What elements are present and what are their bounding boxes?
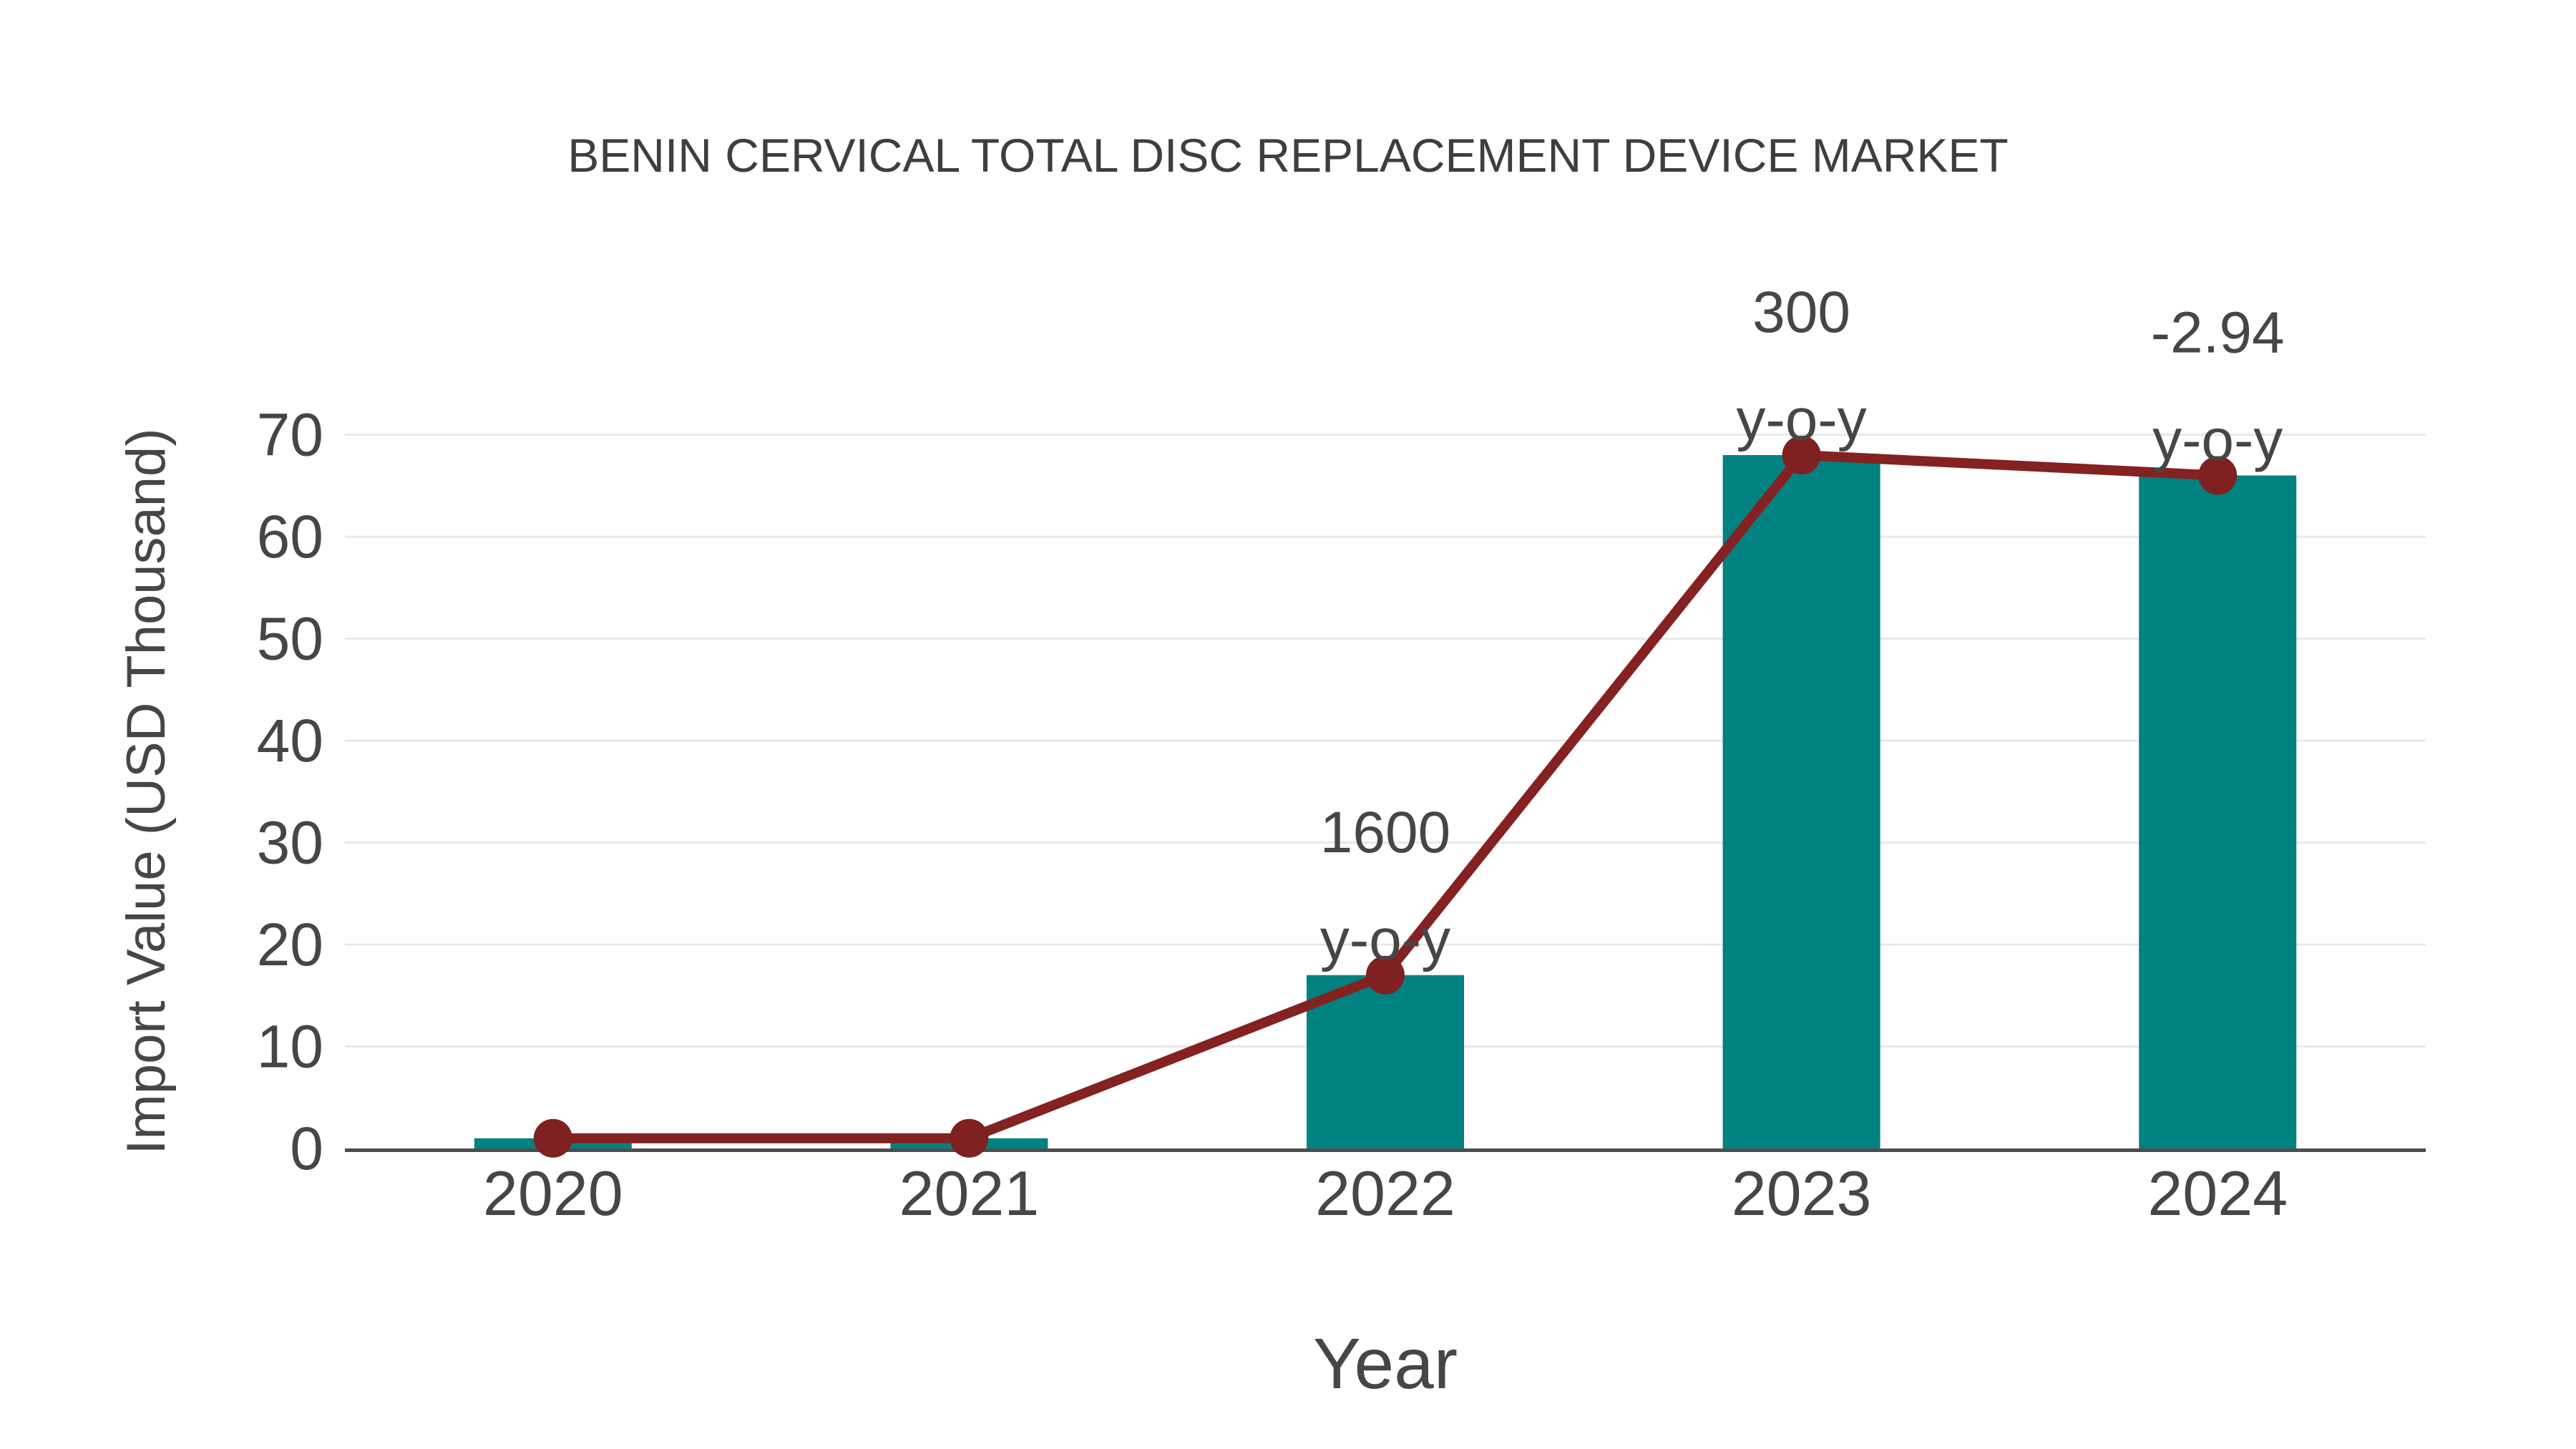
annotation-2022-value: 1600 [1320,800,1450,865]
annotations: 1600 y-o-y 300 y-o-y -2.94 y-o-y [1320,280,2285,972]
line-series [533,436,2238,1158]
marker-2020 [533,1118,572,1158]
x-axis-title: Year [1313,1324,1458,1404]
annotation-2024-value: -2.94 [2151,301,2285,366]
gridlines [345,434,2426,1048]
marker-2024 [2198,456,2238,495]
ytick-30: 30 [257,809,323,877]
xtick-2023: 2023 [1732,1158,1872,1229]
annotation-2023-suffix: y-o-y [1736,387,1866,452]
annotation-2024-suffix: y-o-y [2152,408,2283,473]
bar-2024 [2139,475,2297,1148]
bar-2022 [1307,975,1464,1148]
ytick-40: 40 [257,707,323,774]
chart-title: BENIN CERVICAL TOTAL DISC REPLACEMENT DE… [567,129,2008,182]
marker-2023 [1782,436,1821,474]
x-axis-tick-labels: 2020 2021 2022 2023 2024 [483,1158,2288,1229]
bar-series [474,455,2297,1148]
xtick-2022: 2022 [1315,1158,1455,1229]
ytick-10: 10 [257,1013,323,1080]
ytick-0: 0 [290,1115,323,1182]
xtick-2020: 2020 [483,1158,623,1229]
ytick-60: 60 [257,503,323,570]
marker-2022 [1366,955,1405,995]
bar-2023 [1722,455,1880,1148]
y-axis-tick-labels: 0 10 20 30 40 50 60 70 [257,401,323,1183]
annotation-2022-suffix: y-o-y [1320,907,1450,972]
xtick-2021: 2021 [899,1158,1040,1229]
ytick-20: 20 [257,911,323,978]
xtick-2024: 2024 [2147,1158,2288,1229]
marker-2021 [950,1118,989,1158]
annotation-2023-value: 300 [1752,280,1850,345]
ytick-50: 50 [257,605,323,673]
y-axis-title: Import Value (USD Thousand) [116,428,177,1154]
ytick-70: 70 [257,401,323,469]
